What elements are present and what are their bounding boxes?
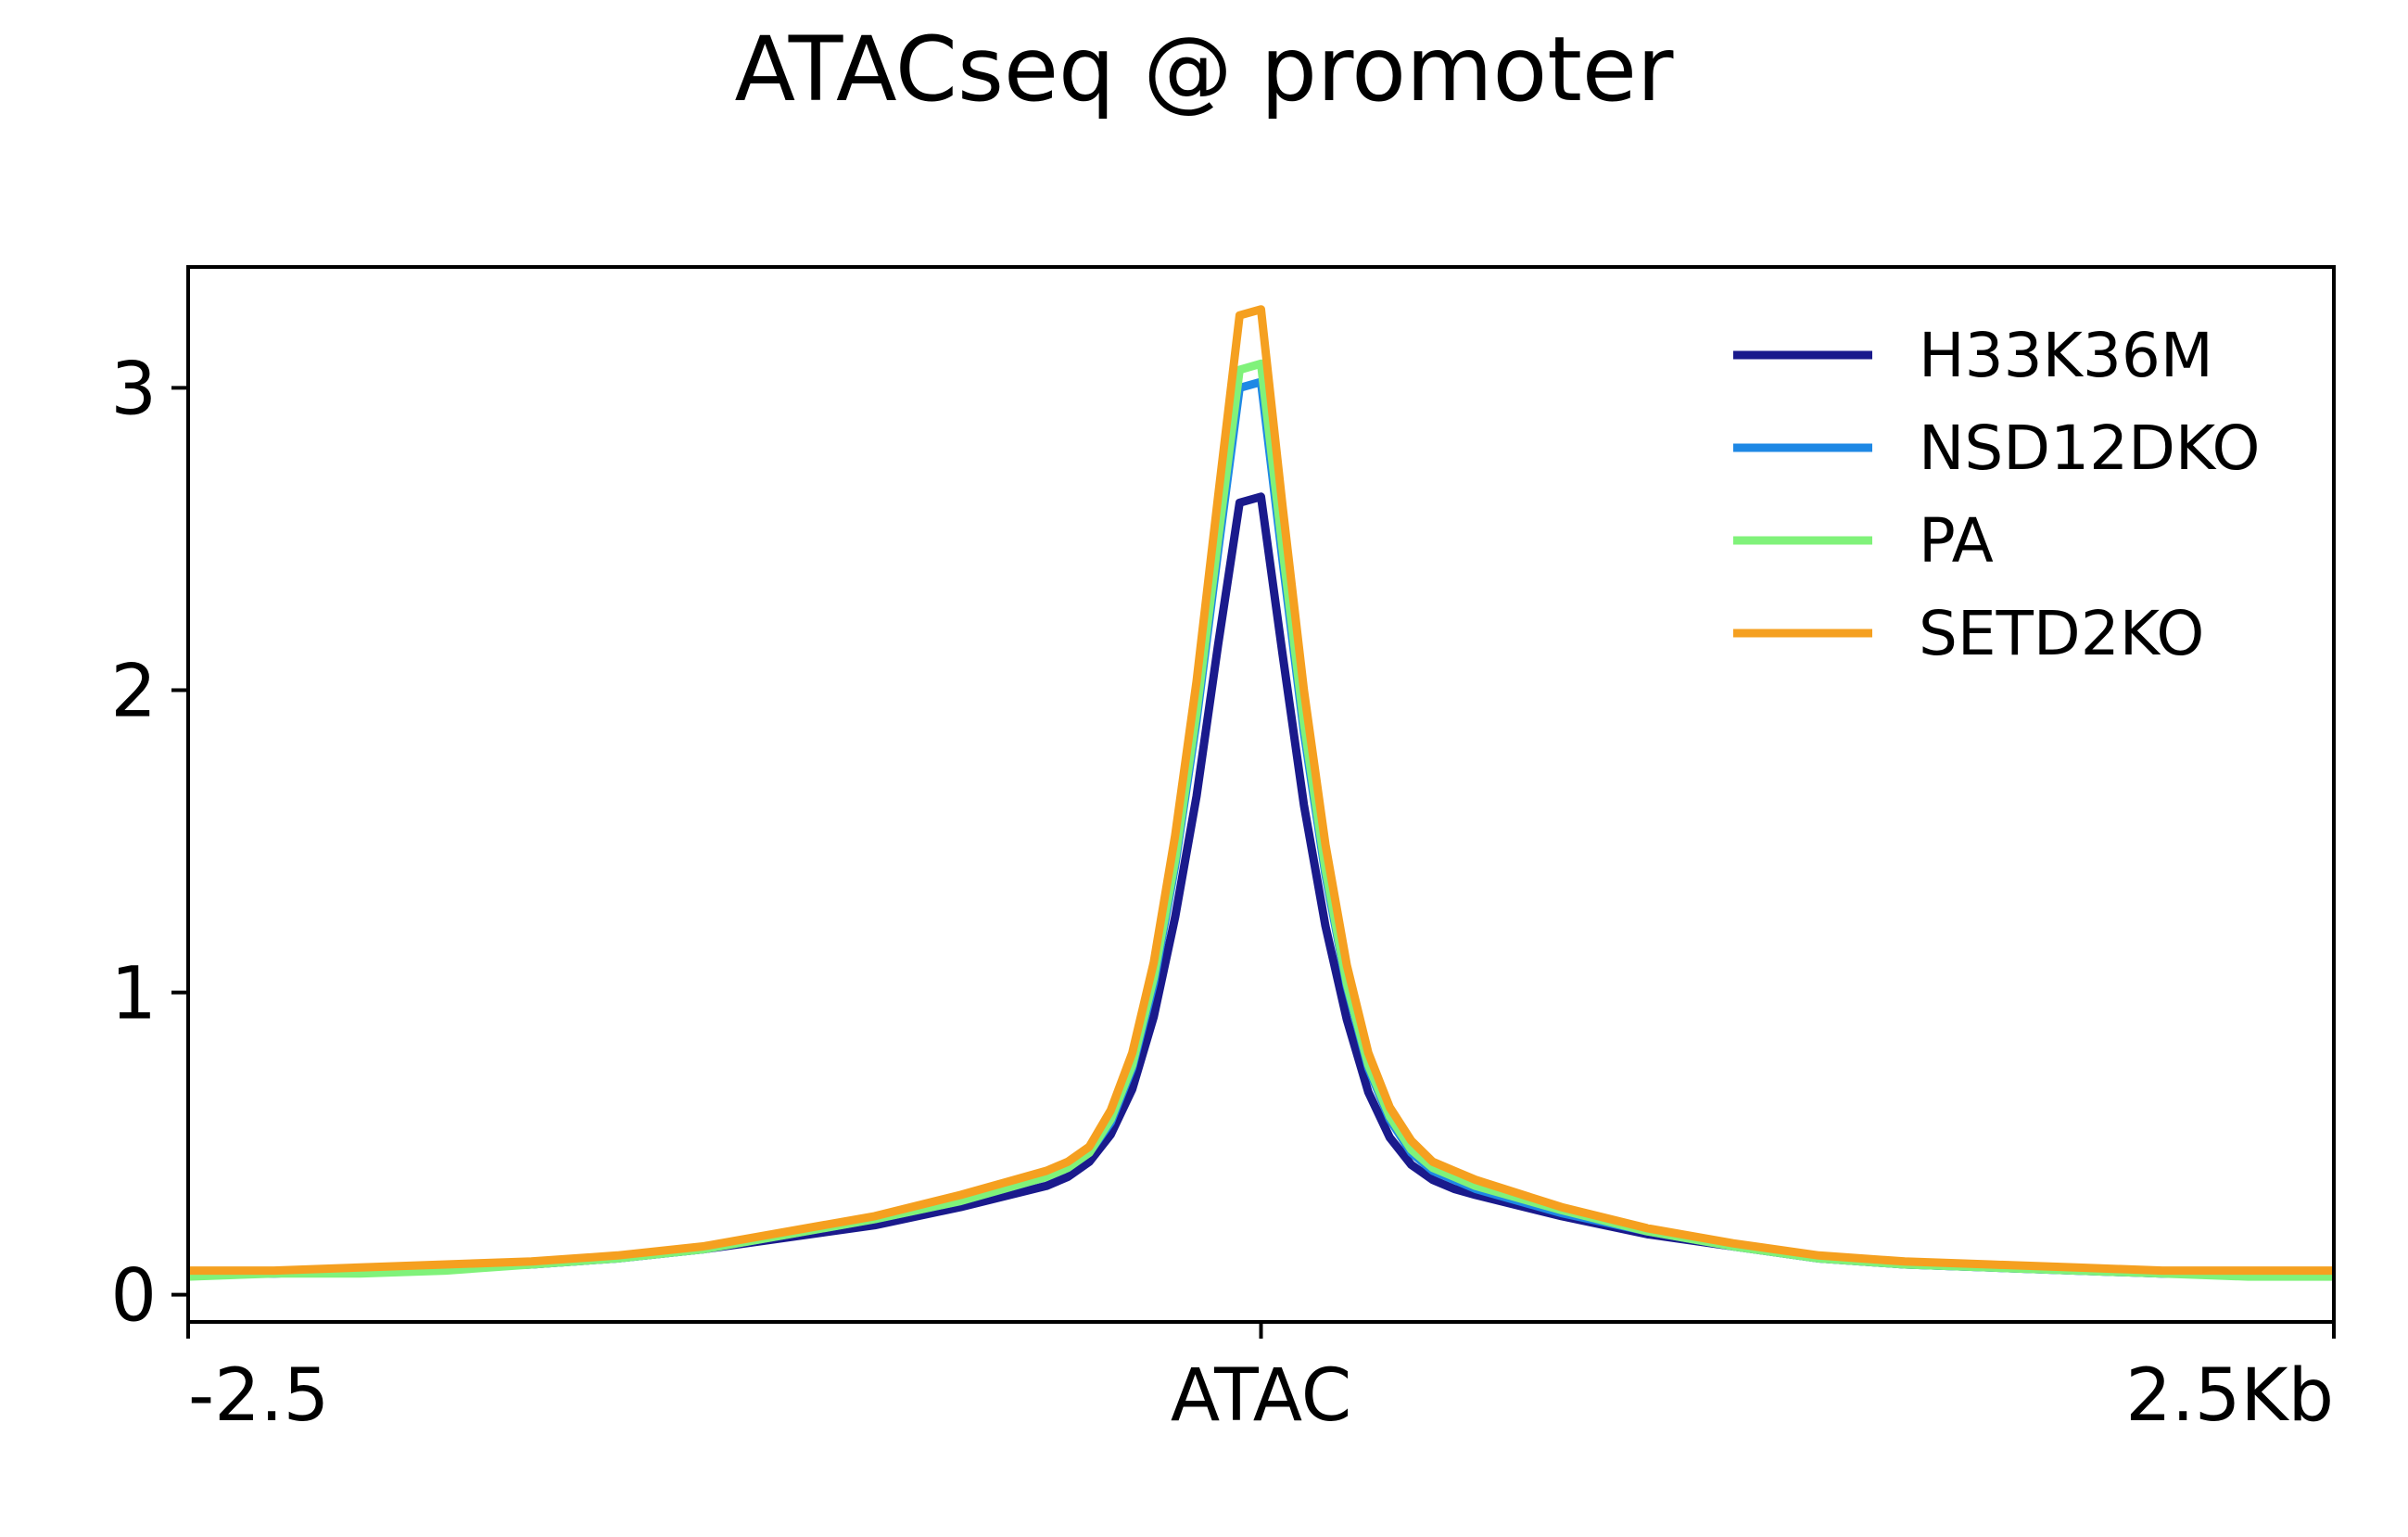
y-axis: 0 1 2 3 <box>110 348 188 1339</box>
chart-title: ATACseq @ promoter <box>735 18 1674 121</box>
series-line-setd2ko <box>188 305 2334 1276</box>
y-tick-label: 2 <box>110 651 157 734</box>
legend-label: H33K36M <box>1919 320 2213 391</box>
legend-label: PA <box>1919 505 1994 577</box>
x-axis: -2.5 ATAC 2.5Kb <box>186 1322 2336 1438</box>
y-tick-label: 3 <box>110 348 157 431</box>
x-tick-label: ATAC <box>1171 1354 1351 1438</box>
legend-label: SETD2KO <box>1919 598 2204 669</box>
plot-lines <box>187 305 2334 1281</box>
x-tick-label: 2.5Kb <box>2125 1354 2334 1438</box>
x-tick-label: -2.5 <box>188 1354 329 1438</box>
y-tick-label: 0 <box>110 1255 157 1339</box>
legend-label: NSD12DKO <box>1919 413 2261 484</box>
y-tick-label: 1 <box>110 953 157 1036</box>
legend: H33K36M NSD12DKO PA SETD2KO <box>1733 320 2261 669</box>
